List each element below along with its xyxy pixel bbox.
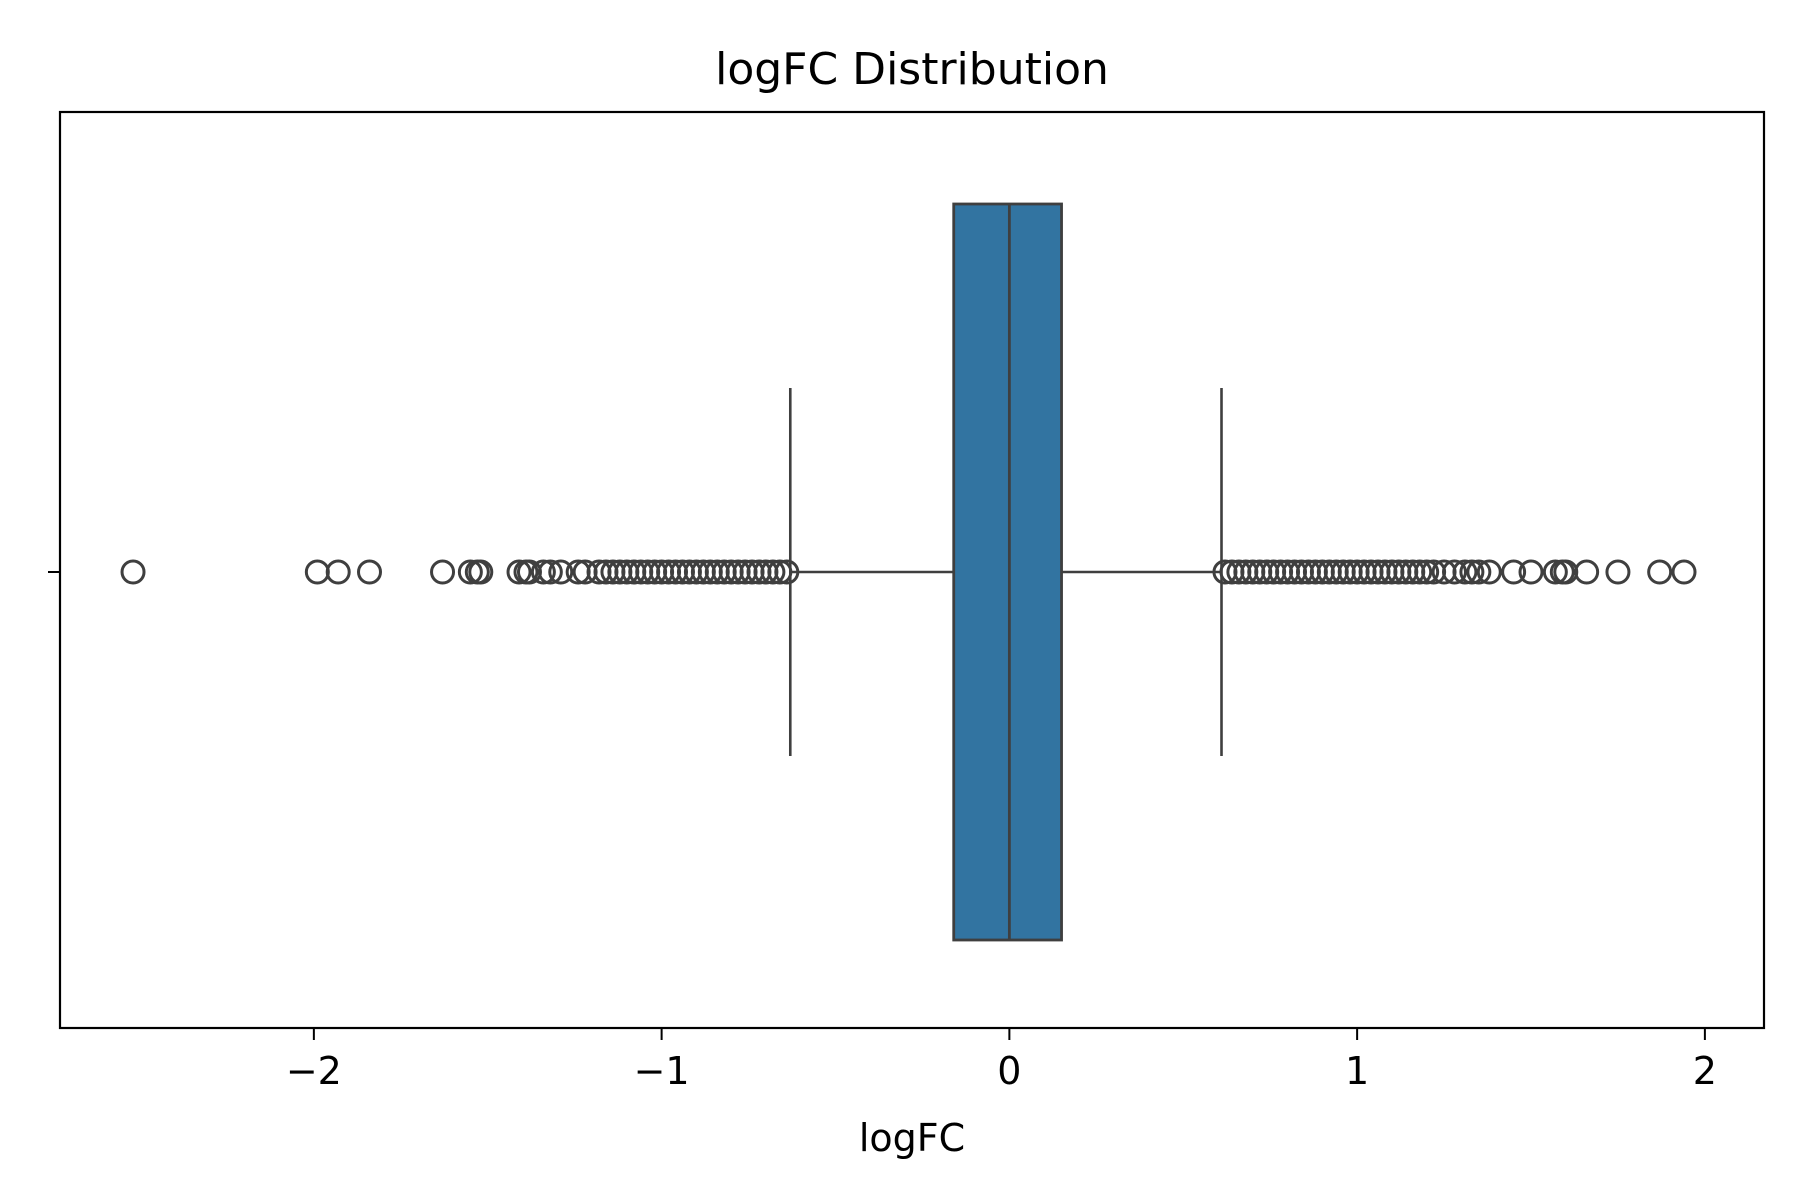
outlier-point xyxy=(304,559,330,585)
outlier-point xyxy=(1542,559,1568,585)
outlier-point xyxy=(506,559,532,585)
x-tick-label: −2 xyxy=(286,1049,342,1093)
outlier-point xyxy=(120,559,146,585)
outlier-points xyxy=(120,559,1697,585)
x-tick-label: −1 xyxy=(634,1049,690,1093)
outlier-point xyxy=(325,559,351,585)
outlier-point xyxy=(1476,559,1502,585)
x-axis: −2 −1 0 1 2 xyxy=(286,1028,1717,1093)
outlier-point xyxy=(537,559,563,585)
outlier-point xyxy=(457,559,483,585)
outlier-point xyxy=(1441,559,1467,585)
iqr-box xyxy=(952,202,1063,942)
outlier-point xyxy=(1574,559,1600,585)
outlier-point xyxy=(1501,559,1527,585)
outlier-point xyxy=(548,559,574,585)
outlier-point xyxy=(767,559,793,585)
x-tick-label: 1 xyxy=(1345,1049,1369,1093)
outlier-point xyxy=(1459,559,1485,585)
outlier-point xyxy=(357,559,383,585)
box xyxy=(952,202,1063,942)
outlier-point xyxy=(1452,559,1478,585)
outlier-point xyxy=(774,559,800,585)
outlier-point xyxy=(430,559,456,585)
outlier-point xyxy=(1518,559,1544,585)
x-tick-label: 2 xyxy=(1693,1049,1717,1093)
outlier-point xyxy=(530,559,556,585)
outlier-point xyxy=(1466,559,1492,585)
x-axis-label: logFC xyxy=(859,1116,965,1160)
outlier-point xyxy=(1407,559,1433,585)
outlier-point xyxy=(1647,559,1673,585)
outlier-point xyxy=(1671,559,1697,585)
outlier-point xyxy=(1414,559,1440,585)
outlier-point xyxy=(1605,559,1631,585)
plot-frame xyxy=(58,110,1766,1030)
x-tick-label: 0 xyxy=(997,1049,1021,1093)
chart-title: logFC Distribution xyxy=(715,44,1109,95)
outlier-point xyxy=(468,559,494,585)
outlier-point xyxy=(760,559,786,585)
